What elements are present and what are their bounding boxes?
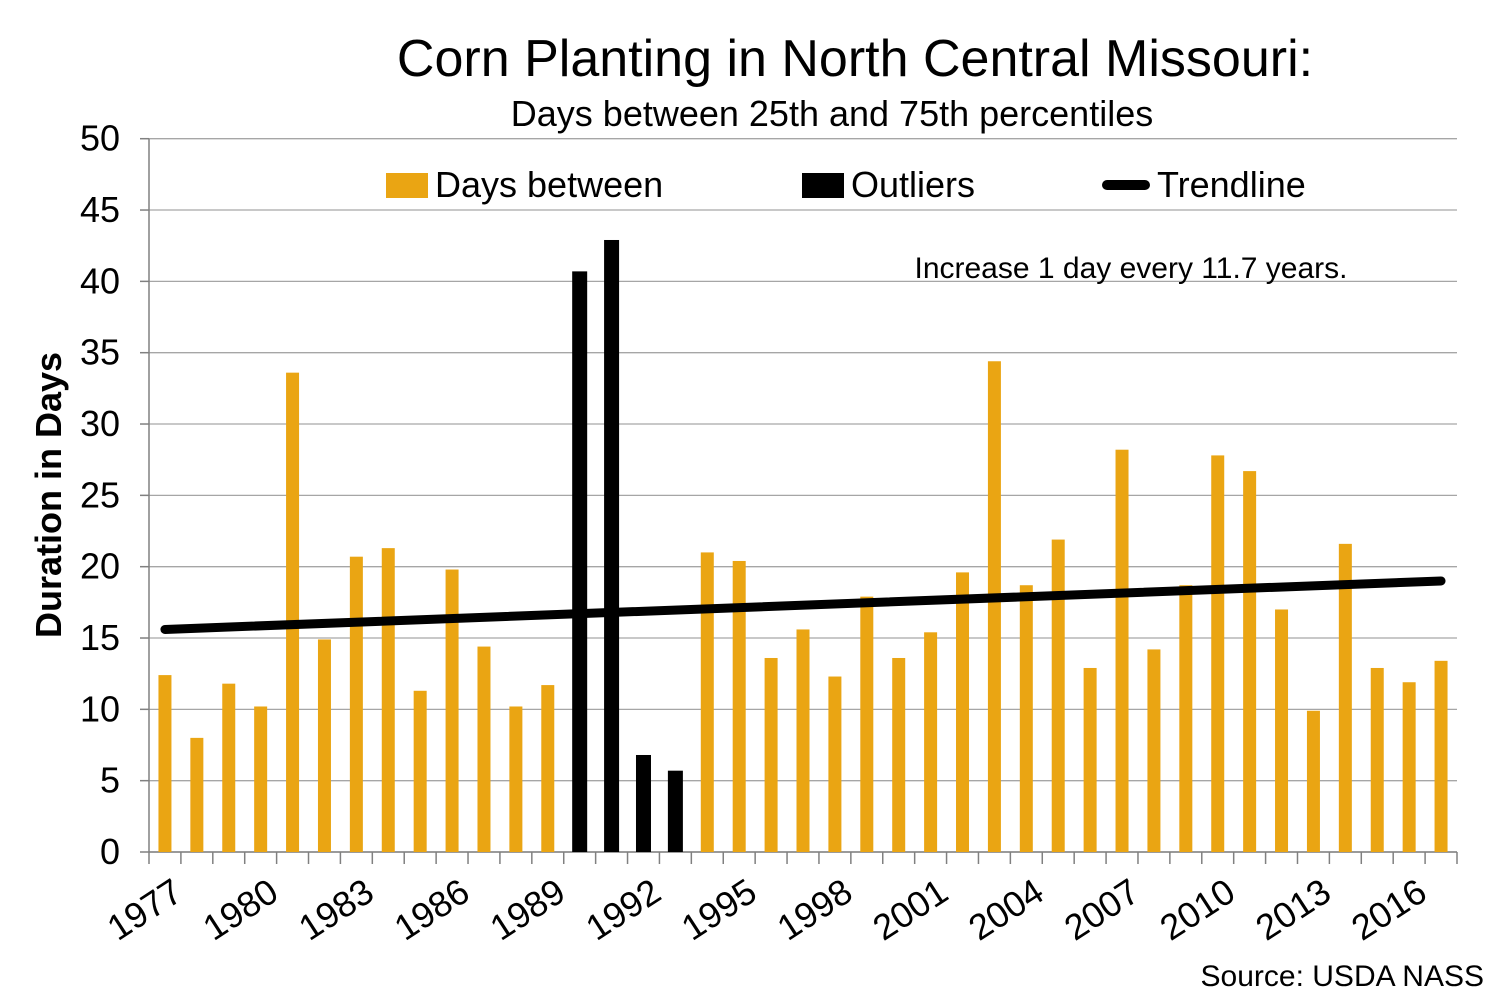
x-tick-label-1983: 1983 [291, 870, 381, 948]
bar-1988 [509, 706, 523, 852]
bar-2017 [1434, 660, 1448, 852]
x-tick-label-1980: 1980 [196, 870, 286, 948]
chart-title: Corn Planting in North Central Missouri: [396, 30, 1314, 88]
y-tick-label: 15 [80, 617, 120, 658]
legend-item-outliers: Outliers [802, 164, 975, 206]
bar-1997 [796, 629, 810, 852]
bar-1984 [381, 548, 395, 852]
bar-2010 [1211, 455, 1225, 852]
bar-1989 [541, 685, 555, 852]
bar-2016 [1402, 682, 1416, 852]
y-tick-label: 25 [80, 474, 120, 515]
bar-1998 [828, 676, 842, 852]
x-tick-label-1992: 1992 [578, 870, 668, 948]
y-tick-label: 10 [80, 688, 120, 729]
legend-item-days-between: Days between [386, 164, 663, 206]
chart-subtitle: Days between 25th and 75th percentiles [510, 93, 1154, 134]
x-tick-label-1989: 1989 [483, 870, 573, 948]
bar-1979 [222, 683, 236, 852]
y-tick-label: 30 [80, 403, 120, 444]
bar-1996 [764, 657, 778, 852]
x-tick-label-2016: 2016 [1344, 870, 1434, 948]
y-tick-label: 5 [100, 760, 120, 801]
x-tick-label-1977: 1977 [100, 870, 190, 948]
legend-label-outliers: Outliers [851, 164, 976, 205]
bar-2004 [1019, 585, 1033, 852]
x-tick-label-2001: 2001 [865, 870, 955, 948]
x-tick-label-2013: 2013 [1248, 870, 1338, 948]
bar-1999 [860, 596, 874, 852]
y-tick-label: 20 [80, 546, 120, 587]
bar-1987 [477, 646, 491, 852]
x-tick-label-1995: 1995 [674, 870, 764, 948]
bar-2009 [1179, 585, 1193, 852]
x-tick-label-2010: 2010 [1153, 870, 1243, 948]
x-tick-label-1986: 1986 [387, 870, 477, 948]
legend-item-trendline: Trendline [1102, 164, 1306, 206]
y-axis-title: Duration in Days [28, 351, 69, 639]
bar-1978 [190, 737, 204, 852]
bar-2013 [1306, 710, 1320, 852]
y-tick-label: 45 [80, 189, 120, 230]
legend-label-trendline: Trendline [1157, 164, 1306, 205]
bar-2011 [1243, 471, 1257, 852]
x-tick-label-2004: 2004 [961, 870, 1051, 948]
outlier-bar-1990 [572, 271, 588, 853]
bar-1981 [286, 372, 300, 852]
bar-1985 [413, 690, 427, 852]
bar-1982 [317, 639, 331, 852]
bar-2003 [987, 361, 1001, 852]
outlier-bar-1991 [604, 239, 620, 853]
bar-1995 [732, 560, 746, 852]
bar-1980 [254, 706, 268, 852]
trendline [160, 576, 1446, 634]
bar-1983 [349, 556, 363, 852]
bar-2006 [1083, 667, 1097, 852]
bar-2014 [1338, 543, 1352, 852]
bar-2015 [1370, 667, 1384, 852]
outliers-swatch-icon [802, 172, 844, 198]
x-tick-label-2007: 2007 [1057, 870, 1147, 948]
source-credit: Source: USDA NASS [1200, 960, 1484, 993]
trendline-swatch-icon [1102, 180, 1150, 190]
y-tick-label: 50 [80, 118, 120, 159]
y-tick-label: 40 [80, 260, 120, 301]
bar-2005 [1051, 539, 1065, 852]
bar-2008 [1147, 649, 1161, 852]
bar-1994 [700, 552, 714, 852]
bar-2002 [956, 572, 970, 852]
legend-label-days-between: Days between [435, 164, 664, 205]
bar-2000 [892, 657, 906, 852]
bar-2007 [1115, 449, 1129, 852]
days-between-swatch-icon [386, 172, 428, 198]
x-tick-label-1998: 1998 [770, 870, 860, 948]
bar-1977 [158, 675, 172, 852]
bar-2001 [924, 632, 938, 852]
trend-annotation: Increase 1 day every 11.7 years. [914, 252, 1348, 285]
outlier-bar-1992 [635, 754, 651, 852]
y-tick-label: 0 [100, 831, 120, 872]
y-tick-label: 35 [80, 332, 120, 373]
outlier-bar-1993 [667, 770, 683, 852]
bar-1986 [445, 569, 459, 852]
bar-2012 [1275, 609, 1289, 852]
